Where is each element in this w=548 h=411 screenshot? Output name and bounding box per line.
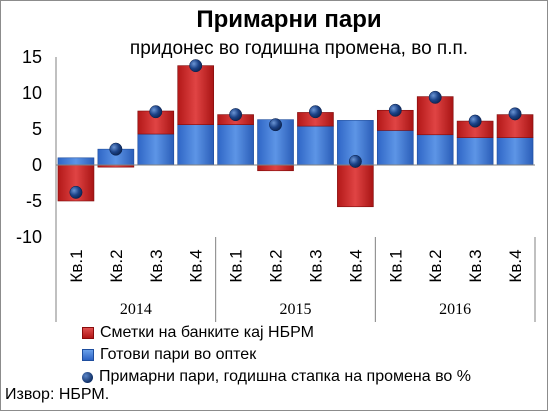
x-tick-label: Кв.1 <box>227 249 246 282</box>
year-label: 2016 <box>439 301 471 318</box>
x-tick-label: Кв.3 <box>466 249 485 282</box>
marker-primary-money <box>309 105 322 119</box>
chart-subtitle: придонес во годишна промена, во п.п. <box>129 38 469 59</box>
marker-primary-money <box>69 185 83 199</box>
bar-currency <box>57 157 95 166</box>
year-label: 2015 <box>280 301 312 318</box>
marker-primary-money <box>348 154 362 168</box>
legend-item-bank-accounts: Сметки на банките кај НБРМ <box>82 322 471 344</box>
bar-bank-accounts <box>257 164 294 172</box>
legend-item-currency: Готови пари во оптек <box>82 344 471 366</box>
x-tick-label: Кв.2 <box>107 249 126 282</box>
legend-label-primary-money: Примарни пари, годишна стапка на промена… <box>99 368 471 385</box>
bar-currency <box>217 124 254 166</box>
y-tick-label: 5 <box>32 119 42 139</box>
bar-currency <box>416 134 454 166</box>
legend-label-currency: Готови пари во оптек <box>100 346 257 363</box>
y-tick-label: -5 <box>26 191 42 211</box>
marker-primary-money <box>388 103 402 117</box>
legend-swatch-blue <box>82 349 94 361</box>
year-label: 2014 <box>120 301 152 318</box>
bar-currency <box>456 137 494 166</box>
x-tick-label: Кв.3 <box>306 249 325 282</box>
source-note: Извор: НБРМ. <box>5 386 110 403</box>
bar-bank-accounts <box>337 164 374 208</box>
marker-primary-money <box>428 90 442 104</box>
marker-primary-money <box>109 142 123 156</box>
y-tick-label: 15 <box>22 47 42 67</box>
x-tick-label: Кв.2 <box>426 249 445 282</box>
marker-primary-money <box>229 108 243 122</box>
legend-marker-dot <box>82 371 93 383</box>
y-tick-label: 10 <box>22 83 42 103</box>
bar-currency <box>137 133 175 166</box>
x-tick-label: Кв.1 <box>386 249 405 282</box>
legend-label-bank-accounts: Сметки на банките кај НБРМ <box>100 324 314 341</box>
marker-primary-money <box>189 59 203 73</box>
bar-currency <box>297 125 334 166</box>
legend-item-primary-money: Примарни пари, годишна стапка на промена… <box>82 366 471 388</box>
marker-primary-money <box>269 118 282 132</box>
y-tick-label: 0 <box>32 155 42 175</box>
marker-primary-money <box>149 105 163 119</box>
bar-currency <box>337 120 374 166</box>
x-tick-label: Кв.3 <box>147 249 166 282</box>
x-tick-label: Кв.2 <box>267 249 286 282</box>
x-tick-label: Кв.4 <box>346 249 365 282</box>
marker-primary-money <box>508 107 522 121</box>
legend: Сметки на банките кај НБРМ Готови пари в… <box>82 322 471 388</box>
y-tick-label: -10 <box>16 227 42 247</box>
x-tick-label: Кв.4 <box>187 249 206 282</box>
x-tick-label: Кв.4 <box>506 249 525 282</box>
marker-primary-money <box>468 114 482 128</box>
bar-currency <box>496 137 534 166</box>
bar-currency <box>376 130 414 166</box>
legend-swatch-red <box>82 327 94 339</box>
x-tick-label: Кв.1 <box>67 249 86 282</box>
chart-title: Примарни пари <box>196 6 382 33</box>
bar-bank-accounts <box>177 65 215 125</box>
bar-currency <box>177 124 215 166</box>
